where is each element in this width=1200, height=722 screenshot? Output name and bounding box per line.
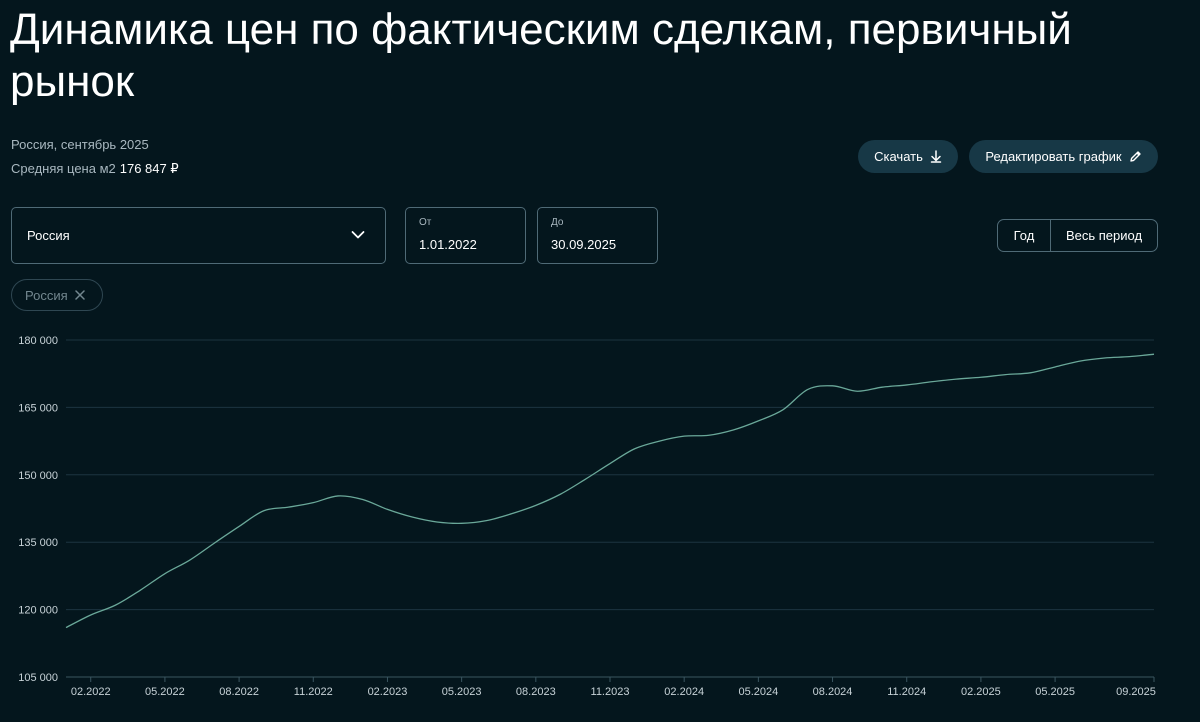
price-line-chart: 105 000 120 000 135 000 150 000 165 000 180 0…: [18, 335, 1156, 698]
y-tick-label: 105 000: [18, 672, 58, 684]
chart-gridlines: [66, 339, 1154, 678]
period-option-all[interactable]: Весь период: [1065, 228, 1143, 243]
x-tick-label: 02.2023: [368, 686, 408, 698]
chevron-down-icon: [351, 228, 365, 245]
avg-price-label: Средняя цена м2: [11, 161, 116, 176]
avg-price-row: Средняя цена м2 176 847 ₽: [11, 161, 179, 177]
y-tick-label: 135 000: [18, 537, 58, 549]
date-from-value: 1.01.2022: [419, 237, 477, 252]
page-title: Динамика цен по фактическим сделкам, пер…: [10, 5, 1072, 106]
download-button[interactable]: Скачать: [858, 140, 958, 173]
x-tick-label: 11.2023: [591, 686, 630, 698]
date-to-field[interactable]: До 30.09.2025: [537, 207, 658, 264]
x-tick-label: 09.2025: [1116, 686, 1156, 698]
x-tick-label: 11.2024: [887, 686, 926, 698]
x-tick-label: 05.2024: [738, 686, 778, 698]
x-tick-label: 08.2022: [219, 686, 259, 698]
x-tick-label: 08.2024: [813, 686, 853, 698]
period-toggle: Год Весь период: [997, 219, 1158, 252]
filter-chip-label: Россия: [25, 287, 68, 303]
avg-price-value: 176 847 ₽: [119, 161, 179, 176]
x-tick-label: 02.2022: [71, 686, 111, 698]
x-tick-label: 05.2023: [442, 686, 482, 698]
date-from-field[interactable]: От 1.01.2022: [405, 207, 526, 264]
period-option-year[interactable]: Год: [998, 220, 1051, 251]
x-tick-label: 02.2025: [961, 686, 1001, 698]
x-tick-label: 05.2025: [1035, 686, 1075, 698]
y-tick-label: 120 000: [18, 605, 58, 617]
date-to-value: 30.09.2025: [551, 237, 617, 252]
close-icon[interactable]: [74, 288, 85, 303]
x-tick-label: 08.2023: [516, 686, 556, 698]
price-series-line: [65, 353, 1155, 629]
date-to-label: До: [551, 217, 564, 228]
download-icon: [930, 150, 942, 163]
filter-chip-region: Россия: [11, 279, 103, 311]
date-from-label: От: [419, 217, 432, 228]
region-select[interactable]: Россия: [11, 207, 386, 264]
y-axis-ticks: 105 000 120 000 135 000 150 000 165 000 180 0…: [18, 335, 58, 684]
x-tick-label: 02.2024: [664, 686, 704, 698]
chart-series: [65, 353, 1155, 629]
download-button-label: Скачать: [874, 149, 923, 164]
edit-chart-button[interactable]: Редактировать график: [969, 140, 1158, 173]
edit-chart-button-label: Редактировать график: [985, 149, 1122, 164]
x-axis-ticks: 02.2022 05.2022 08.2022 11.2022 02.2023 05.20…: [71, 677, 1156, 698]
region-period: Россия, сентябрь 2025: [11, 137, 149, 152]
pencil-icon: [1129, 150, 1142, 163]
y-tick-label: 150 000: [18, 470, 58, 482]
region-select-value: Россия: [27, 228, 70, 243]
y-tick-label: 180 000: [18, 335, 58, 347]
y-tick-label: 165 000: [18, 402, 58, 414]
x-tick-label: 11.2022: [294, 686, 333, 698]
x-tick-label: 05.2022: [145, 686, 185, 698]
